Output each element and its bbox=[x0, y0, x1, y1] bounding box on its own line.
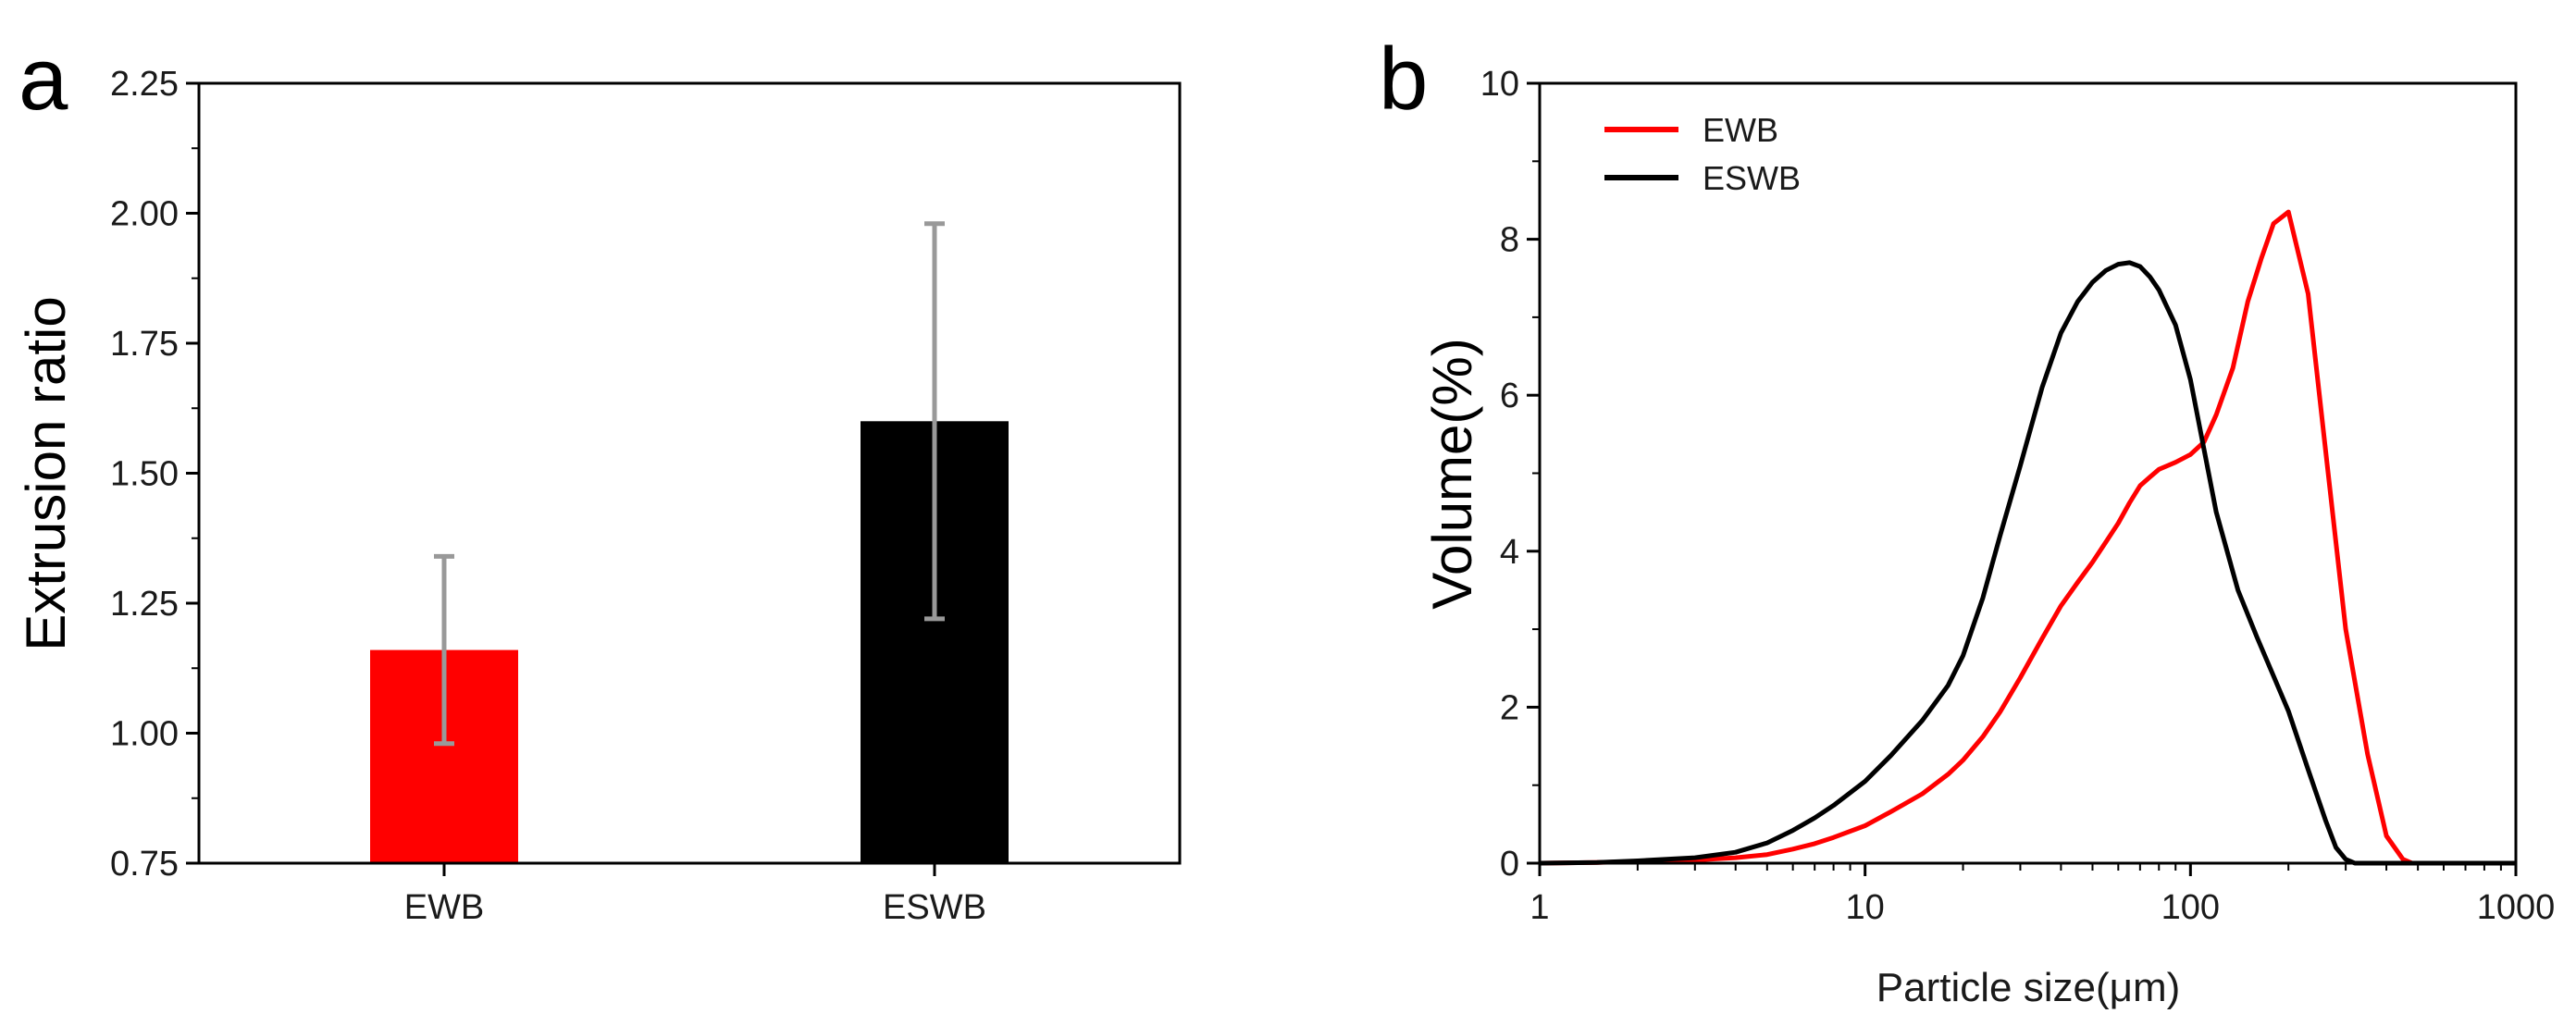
x-tick-label: EWB bbox=[404, 888, 485, 927]
error-bars bbox=[434, 221, 945, 747]
bar-chart-panel: a 0.75 1.00 1.25 1.50 1.75 2.00 2.25 EWB ESWB E… bbox=[15, 30, 1182, 927]
x-tick-label: 100 bbox=[2161, 888, 2220, 927]
legend-label-eswb: ESWB bbox=[1703, 159, 1801, 197]
panel-label-b: b bbox=[1379, 30, 1428, 129]
x-tick-label: ESWB bbox=[883, 888, 986, 927]
bar-series bbox=[370, 421, 1009, 863]
y-axis-ticks: 0 2 4 6 8 10 bbox=[1480, 65, 1540, 884]
y-tick-label: 1.00 bbox=[110, 715, 179, 754]
x-axis-title-b: Particle size(μm) bbox=[1876, 965, 2181, 1010]
x-tick-label: 1 bbox=[1530, 888, 1549, 927]
y-axis-title-b: Volume(%) bbox=[1421, 338, 1483, 609]
x-axis-ticks: 1 10 100 1000 bbox=[1530, 863, 2555, 927]
series-line-eswb bbox=[1539, 260, 2516, 866]
y-axis-ticks: 0.75 1.00 1.25 1.50 1.75 2.00 2.25 bbox=[110, 65, 199, 884]
y-tick-label: 0 bbox=[1500, 845, 1519, 884]
x-axis-ticks: EWB ESWB bbox=[404, 863, 986, 927]
legend-label-ewb: EWB bbox=[1703, 111, 1778, 149]
x-tick-label: 1000 bbox=[2477, 888, 2556, 927]
y-tick-label: 2 bbox=[1500, 688, 1519, 727]
legend: EWB ESWB bbox=[1604, 111, 1801, 197]
y-tick-label: 2.25 bbox=[110, 65, 179, 104]
line-series bbox=[1539, 209, 2516, 866]
panel-label-a: a bbox=[19, 30, 68, 129]
y-tick-label: 10 bbox=[1480, 65, 1519, 104]
x-tick-label: 10 bbox=[1846, 888, 1885, 927]
series-line-ewb bbox=[1539, 209, 2516, 866]
y-tick-label: 8 bbox=[1500, 221, 1519, 260]
y-tick-label: 4 bbox=[1500, 533, 1519, 572]
y-axis-title-a: Extrusion ratio bbox=[15, 296, 77, 651]
y-tick-label: 6 bbox=[1500, 377, 1519, 415]
plot-frame-b bbox=[1538, 81, 2518, 865]
y-tick-label: 1.75 bbox=[110, 325, 179, 364]
line-chart-panel: b 0 2 4 6 8 10 1 10 100 1000 Particle size(μm) V… bbox=[1379, 30, 2555, 1010]
y-tick-label: 1.50 bbox=[110, 455, 179, 494]
plot-frame-a bbox=[197, 81, 1182, 865]
y-tick-label: 1.25 bbox=[110, 585, 179, 624]
y-tick-label: 0.75 bbox=[110, 845, 179, 884]
y-tick-label: 2.00 bbox=[110, 195, 179, 234]
